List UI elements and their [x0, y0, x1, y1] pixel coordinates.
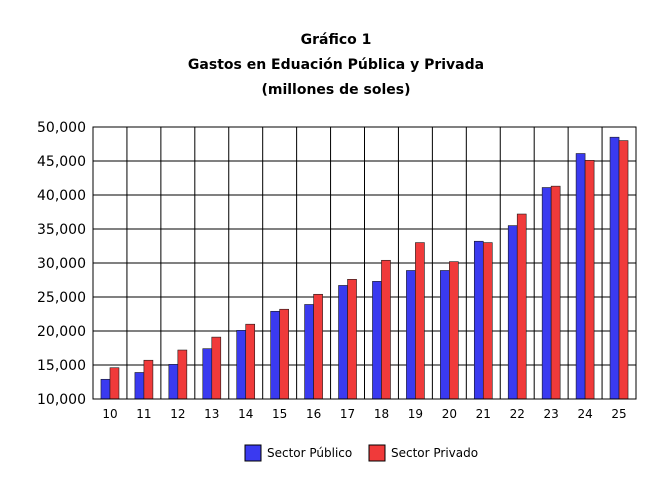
x-tick-label: 11 — [136, 407, 151, 421]
y-tick-label: 20,000 — [37, 324, 86, 340]
bar-sector-privado — [279, 308, 289, 400]
bar-sector-publico — [168, 364, 179, 400]
x-tick-label: 20 — [442, 407, 457, 421]
bar-sector-privado — [177, 349, 188, 400]
x-tick-label: 13 — [204, 407, 219, 421]
x-tick-label: 12 — [170, 407, 185, 421]
x-tick-label: 15 — [272, 407, 287, 421]
x-tick-label: 19 — [408, 407, 423, 421]
x-tick-label: 21 — [476, 407, 491, 421]
x-tick-label: 16 — [306, 407, 321, 421]
x-tick-label: 24 — [577, 407, 592, 421]
bar-sector-publico — [575, 153, 586, 400]
bar-sector-privado — [449, 261, 459, 400]
bars — [100, 136, 629, 400]
legend-label-privado: Sector Privado — [391, 446, 478, 460]
bar-sector-privado — [482, 242, 493, 400]
bar-sector-publico — [609, 136, 620, 400]
x-tick-label: 10 — [102, 407, 117, 421]
bar-sector-publico — [338, 285, 348, 400]
x-tick-label: 23 — [544, 407, 559, 421]
bar-sector-publico — [372, 281, 382, 400]
bar-sector-privado — [347, 279, 357, 400]
bar-sector-publico — [270, 310, 280, 400]
chart-subtitle: Gastos en Eduación Pública y Privada — [187, 57, 485, 73]
bar-sector-privado — [415, 242, 425, 400]
bar-sector-publico — [236, 330, 247, 400]
bar-sector-publico — [100, 378, 111, 400]
legend-swatch-publico — [244, 444, 262, 462]
x-axis-ticks: 10 11 12 13 14 15 16 17 18 19 20 21 22 23 24 25 — [102, 407, 626, 421]
bar-sector-publico — [134, 372, 145, 400]
y-tick-label: 25,000 — [37, 290, 86, 306]
bar-sector-privado — [211, 336, 222, 400]
bar-sector-privado — [584, 160, 595, 400]
y-tick-label: 50,000 — [37, 120, 86, 136]
x-tick-label: 14 — [238, 407, 253, 421]
x-tick-label: 25 — [611, 407, 626, 421]
bar-sector-privado — [550, 185, 561, 400]
bar-sector-privado — [143, 359, 154, 400]
y-tick-label: 35,000 — [37, 222, 86, 238]
y-tick-label: 40,000 — [37, 188, 86, 204]
y-tick-label: 30,000 — [37, 256, 86, 272]
bar-sector-publico — [406, 270, 416, 400]
bar-sector-privado — [313, 293, 323, 400]
y-axis-ticks: 10,000 15,000 20,000 25,000 30,000 35,000 40,0… — [37, 120, 86, 408]
x-tick-label: 17 — [340, 407, 355, 421]
bar-sector-publico — [440, 270, 450, 400]
bar-sector-publico — [202, 348, 213, 400]
plot-frame — [92, 126, 637, 400]
bar-sector-privado — [516, 213, 527, 400]
y-tick-label: 10,000 — [37, 392, 86, 408]
bar-sector-privado — [381, 259, 391, 400]
x-tick-label: 18 — [374, 407, 389, 421]
y-tick-label: 45,000 — [37, 154, 86, 170]
bar-sector-privado — [245, 323, 256, 400]
chart-title: Gráfico 1 — [300, 32, 372, 48]
legend-swatch-privado — [368, 444, 386, 462]
bar-sector-publico — [507, 225, 518, 400]
bar-sector-privado — [109, 367, 120, 400]
x-tick-label: 22 — [510, 407, 525, 421]
bar-sector-publico — [304, 304, 314, 400]
bar-sector-privado — [618, 140, 629, 400]
chart-units-note: (millones de soles) — [261, 82, 411, 98]
bar-sector-publico — [473, 240, 484, 400]
legend-label-publico: Sector Público — [267, 446, 352, 460]
chart-titles: Gráfico 1 Gastos en Eduación Pública y P… — [0, 28, 672, 103]
legend: Sector Público Sector Privado — [244, 444, 478, 462]
bar-sector-publico — [541, 187, 552, 400]
y-tick-label: 15,000 — [37, 358, 86, 374]
